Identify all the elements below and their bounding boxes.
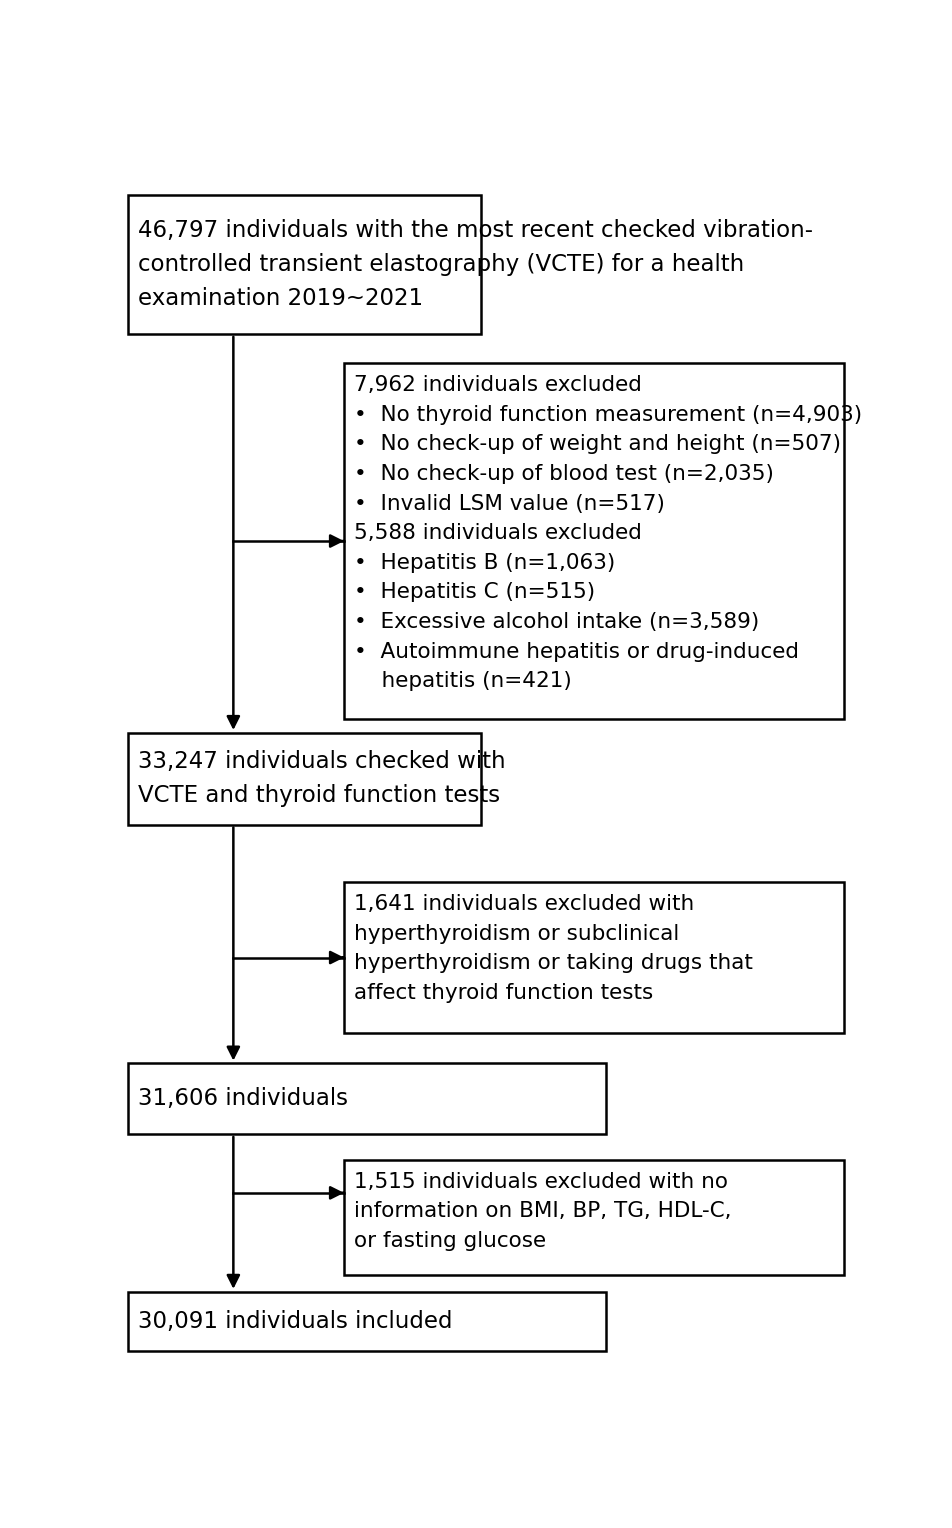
FancyBboxPatch shape: [128, 1063, 606, 1134]
FancyBboxPatch shape: [128, 196, 481, 335]
Text: 1,641 individuals excluded with
hyperthyroidism or subclinical
hyperthyroidism o: 1,641 individuals excluded with hyperthy…: [354, 894, 753, 1002]
Text: 30,091 individuals included: 30,091 individuals included: [138, 1309, 453, 1332]
FancyBboxPatch shape: [128, 1291, 606, 1351]
Text: 33,247 individuals checked with
VCTE and thyroid function tests: 33,247 individuals checked with VCTE and…: [138, 750, 506, 807]
Text: 31,606 individuals: 31,606 individuals: [138, 1088, 348, 1111]
Text: 46,797 individuals with the most recent checked vibration-
controlled transient : 46,797 individuals with the most recent …: [138, 219, 813, 310]
FancyBboxPatch shape: [128, 733, 481, 825]
FancyBboxPatch shape: [344, 364, 844, 718]
FancyBboxPatch shape: [344, 1160, 844, 1276]
Text: 7,962 individuals excluded
•  No thyroid function measurement (n=4,903)
•  No ch: 7,962 individuals excluded • No thyroid …: [354, 376, 863, 691]
Text: 1,515 individuals excluded with no
information on BMI, BP, TG, HDL-C,
or fasting: 1,515 individuals excluded with no infor…: [354, 1172, 732, 1251]
FancyBboxPatch shape: [344, 882, 844, 1033]
